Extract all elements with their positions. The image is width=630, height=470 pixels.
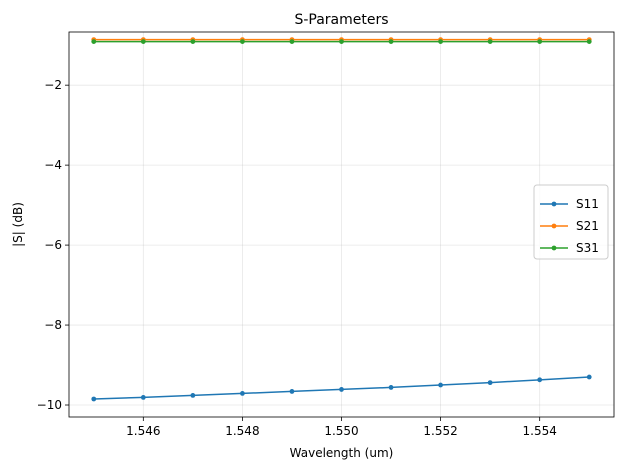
data-point-s11 [190,393,196,398]
data-point-s11 [438,382,443,388]
legend-marker-s21 [551,223,557,229]
y-tick-label: −10 [37,398,62,412]
legend-marker-s11 [551,201,557,207]
x-tick-label: 1.552 [423,424,457,438]
data-point-s31 [388,39,394,44]
data-point-s11 [388,385,394,390]
y-tick-label: −6 [44,238,62,252]
data-point-s11 [586,374,592,380]
data-point-s31 [438,39,443,44]
data-point-s11 [487,380,493,386]
x-tick-label: 1.550 [324,424,358,438]
legend-label-s31: S31 [576,241,599,255]
y-tick-label: −4 [44,158,62,172]
series-s31 [91,39,592,44]
x-tick-label: 1.554 [523,424,557,438]
legend-marker-s31 [551,245,557,251]
chart-title: S-Parameters [294,12,388,28]
data-point-s31 [289,39,295,44]
data-point-s31 [240,39,245,44]
data-point-s31 [487,39,493,44]
y-axis-label: |S| (dB) [11,202,25,247]
legend-item-s21: S21 [540,219,599,233]
x-axis: 1.546 1.548 1.550 1.552 1.554 [126,417,557,438]
series-layer [91,37,592,402]
data-point-s31 [339,39,344,44]
data-point-s31 [586,39,592,44]
legend-item-s11: S11 [540,197,599,211]
x-tick-label: 1.548 [225,424,259,438]
y-axis: −10 −8 −6 −4 −2 [37,78,69,412]
legend-label-s21: S21 [576,219,599,233]
y-tick-label: −2 [44,78,62,92]
data-point-s31 [190,39,196,44]
x-tick-label: 1.546 [126,424,160,438]
legend: S11 S21 S31 [533,184,609,260]
data-point-s31 [91,39,97,44]
x-axis-label: Wavelength (um) [290,446,394,460]
data-point-s11 [91,396,97,402]
data-point-s11 [537,377,543,383]
data-point-s31 [140,39,146,44]
series-s11 [91,374,592,402]
data-point-s31 [537,39,543,44]
y-tick-label: −8 [44,318,62,332]
data-point-s11 [339,387,344,392]
data-point-s11 [289,389,295,394]
data-point-s11 [140,395,146,400]
grid [69,32,614,417]
data-point-s11 [240,391,245,396]
legend-label-s11: S11 [576,197,599,211]
legend-item-s31: S31 [540,241,599,255]
